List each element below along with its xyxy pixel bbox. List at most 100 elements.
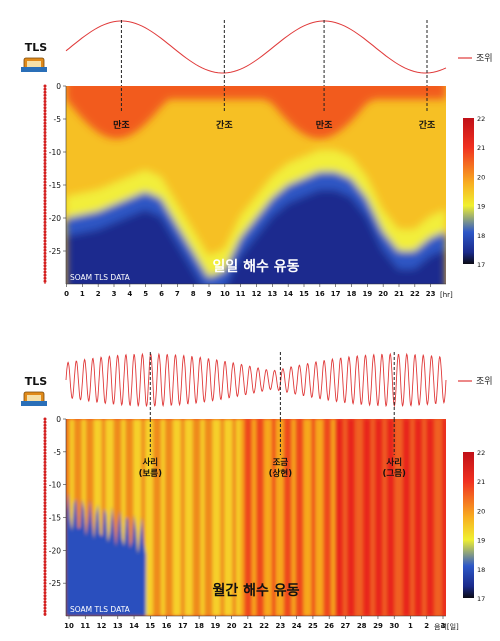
sensor-node — [43, 96, 47, 100]
heatmap-stripe — [172, 419, 178, 616]
sensor-node — [43, 90, 47, 94]
sensor-node — [43, 171, 47, 175]
heatmap-stripe — [153, 419, 158, 616]
y-tick-label: -10 — [49, 148, 61, 157]
heatmap-field — [66, 419, 446, 616]
sensor-node — [43, 532, 47, 536]
sensor-node — [43, 597, 47, 601]
y-tick-label: 0 — [56, 415, 61, 424]
heatmap-stripe — [410, 419, 415, 616]
heatmap-stripe — [85, 419, 91, 616]
x-tick-label: 12 — [252, 290, 262, 298]
heatmap-stripe — [374, 419, 380, 616]
device-base — [21, 67, 47, 72]
heatmap-stripe — [351, 419, 356, 616]
sensor-node — [43, 168, 47, 172]
x-tick-label: 2 — [424, 622, 429, 630]
heatmap-stripe — [311, 419, 316, 616]
x-tick-label: 21 — [394, 290, 404, 298]
sensor-node — [43, 155, 47, 159]
x-tick-label: 2 — [96, 290, 101, 298]
x-tick-label: 23 — [276, 622, 286, 630]
heatmap-stripe — [434, 419, 439, 616]
heatmap-stripe — [212, 419, 218, 616]
sensor-node — [43, 258, 47, 262]
tls-device-icon — [21, 391, 47, 406]
heatmap-stripe — [382, 419, 388, 616]
sensor-node — [43, 566, 47, 570]
tide-marker-label: 간조 — [216, 119, 233, 131]
x-tick-label: 1 — [80, 290, 85, 298]
x-tick-label: 13 — [267, 290, 277, 298]
heatmap-stripe — [263, 419, 269, 616]
y-axis: 0 -5 -10 -15 -20 -25 — [49, 415, 67, 616]
sensor-node — [43, 245, 47, 249]
legend-label: 조위 — [476, 376, 493, 387]
sensor-node — [43, 516, 47, 520]
sensor-node — [43, 498, 47, 502]
heatmap-stripe — [196, 419, 202, 616]
y-tick-label: -15 — [49, 514, 61, 523]
sensor-node — [43, 143, 47, 147]
heatmap-stripe — [279, 419, 285, 616]
sensor-node — [43, 488, 47, 492]
sensor-node — [43, 211, 47, 215]
sensor-node — [43, 513, 47, 517]
sensor-node — [43, 578, 47, 582]
sensor-node — [43, 158, 47, 162]
x-tick-label: 9 — [207, 290, 212, 298]
device-panel — [27, 61, 41, 67]
heatmap-stripe — [204, 419, 210, 616]
sensor-node — [43, 177, 47, 181]
colorbar — [463, 118, 474, 264]
x-tick-label: 15 — [299, 290, 309, 298]
x-tick-label: 21 — [243, 622, 253, 630]
sensor-node — [43, 276, 47, 280]
sensor-node — [43, 457, 47, 461]
y-tick-label: -20 — [49, 214, 61, 223]
sensor-node — [43, 529, 47, 533]
tide-marker-label: 만조 — [316, 119, 333, 131]
x-tick-label: 7 — [175, 290, 180, 298]
x-tick-label: 17 — [178, 622, 188, 630]
heatmap-stripe — [295, 419, 301, 616]
x-tick-label: 3 — [112, 290, 117, 298]
heatmap-stripe — [303, 419, 309, 616]
heatmap-stripe — [184, 419, 190, 616]
x-tick-label: 12 — [97, 622, 107, 630]
colorbar-tick-label: 19 — [477, 203, 485, 211]
sensor-node — [43, 470, 47, 474]
x-axis: 10 11 12 13 14 15 16 17 18 19 20 21 22 23 24 25 26 27 28 29… — [64, 615, 446, 630]
sensor-node — [43, 134, 47, 138]
x-tick-label: 14 — [283, 290, 293, 298]
sensor-node — [43, 575, 47, 579]
sensor-node — [43, 423, 47, 427]
x-tick-label: 16 — [162, 622, 172, 630]
sensor-node — [43, 581, 47, 585]
colorbar-tick-label: 18 — [477, 566, 485, 574]
tide-marker-label: 사리 — [386, 457, 402, 468]
sensor-node — [43, 451, 47, 455]
sensor-node — [43, 439, 47, 443]
colorbar-tick-label: 17 — [477, 261, 485, 269]
heatmap-stripe — [97, 419, 103, 616]
x-tick-label: 0 — [64, 290, 69, 298]
y-tick-label: -25 — [49, 579, 61, 588]
heatmap-stripe — [335, 419, 340, 616]
heatmap-stripe — [208, 419, 214, 616]
sensor-node — [43, 199, 47, 203]
sensor-node — [43, 103, 47, 107]
heatmap-stripe — [157, 419, 162, 616]
sensor-node — [43, 426, 47, 430]
heatmap-stripe — [129, 419, 134, 616]
sensor-node — [43, 227, 47, 231]
heatmap-stripe — [224, 419, 229, 616]
sensor-node — [43, 112, 47, 116]
tide-markers: 만조 간조 만조 간조 — [113, 88, 436, 131]
sensor-node — [43, 248, 47, 252]
sensor-node — [43, 519, 47, 523]
heatmap-stripe — [406, 419, 411, 616]
sensor-node — [43, 535, 47, 539]
sensor-node — [43, 118, 47, 122]
